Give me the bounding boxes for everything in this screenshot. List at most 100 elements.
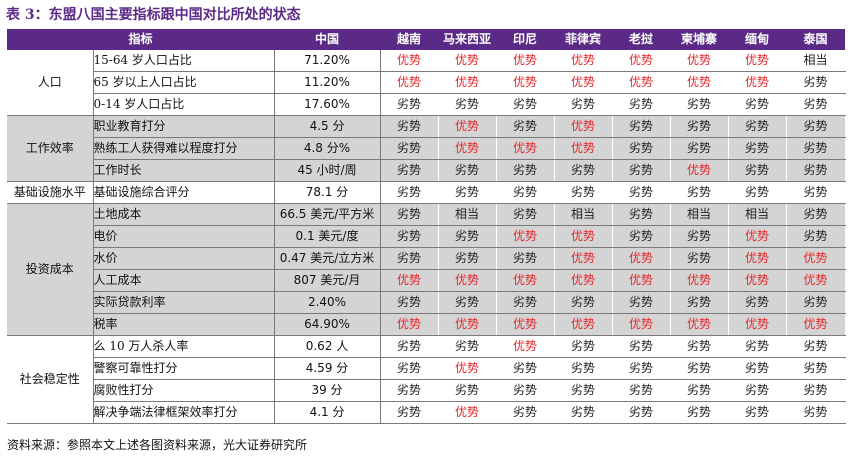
status-cell: 劣势 xyxy=(670,115,729,138)
indicator-cell: 职业教育打分 xyxy=(93,115,275,138)
indicator-cell: 腐败性打分 xyxy=(93,379,275,402)
status-cell: 劣势 xyxy=(496,291,555,314)
table-row: 工作时长 45 小时/周 劣势 劣势 劣势 劣势 劣势 优势 劣势 劣势 xyxy=(7,159,846,182)
status-cell: 劣势 xyxy=(670,225,729,248)
status-cell: 相当 xyxy=(728,203,787,226)
status-cell: 劣势 xyxy=(786,71,846,94)
header-country: 越南 xyxy=(380,29,439,50)
status-cell: 劣势 xyxy=(496,379,555,402)
status-cell: 劣势 xyxy=(380,115,439,138)
status-cell: 劣势 xyxy=(786,203,846,226)
status-cell: 劣势 xyxy=(728,159,787,182)
status-cell: 优势 xyxy=(554,225,613,248)
status-cell: 劣势 xyxy=(786,137,846,160)
china-value-cell: 4.5 分 xyxy=(273,115,381,138)
table-body: 人口 15-64 岁人口占比 71.20% 优势 优势 优势 优势 优势 优势 优势 相当 65 岁以… xyxy=(7,50,846,424)
status-cell: 劣势 xyxy=(496,93,555,116)
china-value-cell: 4.8 分% xyxy=(273,137,381,160)
status-cell: 优势 xyxy=(554,50,613,72)
indicator-cell: 0-14 岁人口占比 xyxy=(93,93,275,116)
status-cell: 劣势 xyxy=(612,93,671,116)
status-cell: 劣势 xyxy=(728,137,787,160)
status-cell: 劣势 xyxy=(786,335,846,358)
status-cell: 优势 xyxy=(438,50,497,72)
status-cell: 优势 xyxy=(612,247,671,270)
status-cell: 优势 xyxy=(728,313,787,336)
header-country: 泰国 xyxy=(786,29,846,50)
status-cell: 优势 xyxy=(438,115,497,138)
china-value-cell: 0.47 美元/立方米 xyxy=(273,247,381,270)
indicator-cell: 税率 xyxy=(93,313,275,336)
status-cell: 优势 xyxy=(438,401,497,424)
source-note: 资料来源：参照本文上述各图资料来源，光大证券研究所 xyxy=(7,438,308,452)
status-cell: 劣势 xyxy=(438,335,497,358)
status-cell: 优势 xyxy=(496,313,555,336)
status-cell: 优势 xyxy=(728,247,787,270)
status-cell: 劣势 xyxy=(438,225,497,248)
table-row: 基础设施水平 基础设施综合评分 78.1 分劣势 劣势 劣势 劣势 劣势 劣势 劣势 劣势 xyxy=(7,181,846,204)
status-cell: 劣势 xyxy=(670,379,729,402)
status-cell: 优势 xyxy=(554,115,613,138)
china-value-cell: 0.62 人 xyxy=(273,335,381,358)
china-value-cell: 807 美元/月 xyxy=(273,269,381,292)
indicator-cell: 15-64 岁人口占比 xyxy=(93,50,275,72)
status-cell: 优势 xyxy=(380,71,439,94)
status-cell: 劣势 xyxy=(670,291,729,314)
status-cell: 劣势 xyxy=(380,335,439,358)
status-cell: 相当 xyxy=(786,50,846,72)
status-cell: 劣势 xyxy=(438,181,497,204)
status-cell: 劣势 xyxy=(438,247,497,270)
status-cell: 劣势 xyxy=(786,291,846,314)
status-cell: 劣势 xyxy=(496,159,555,182)
category-cell: 人口 xyxy=(7,50,94,116)
status-cell: 劣势 xyxy=(380,181,439,204)
status-cell: 劣势 xyxy=(670,137,729,160)
status-cell: 劣势 xyxy=(670,181,729,204)
status-cell: 劣势 xyxy=(728,115,787,138)
status-cell: 劣势 xyxy=(786,379,846,402)
status-cell: 优势 xyxy=(728,71,787,94)
status-cell: 优势 xyxy=(728,269,787,292)
status-cell: 优势 xyxy=(612,50,671,72)
indicator-cell: 警察可靠性打分 xyxy=(93,357,275,380)
header-country: 老挝 xyxy=(612,29,671,50)
status-cell: 劣势 xyxy=(728,401,787,424)
status-cell: 劣势 xyxy=(438,93,497,116)
status-cell: 劣势 xyxy=(612,379,671,402)
status-cell: 优势 xyxy=(380,313,439,336)
status-cell: 劣势 xyxy=(728,181,787,204)
header-indicator: 指标 xyxy=(7,29,275,50)
status-cell: 劣势 xyxy=(380,137,439,160)
status-cell: 劣势 xyxy=(438,291,497,314)
status-cell: 优势 xyxy=(670,269,729,292)
table-row: 社会稳定性么 10 万人杀人率 0.62 人劣势 劣势 优势 劣势 劣势 劣势 劣势 劣势 xyxy=(7,335,846,424)
status-cell: 优势 xyxy=(554,269,613,292)
header-country: 印尼 xyxy=(496,29,555,50)
status-cell: 劣势 xyxy=(554,181,613,204)
category-cell: 工作效率 xyxy=(7,115,94,182)
status-cell: 劣势 xyxy=(380,401,439,424)
china-value-cell: 0.1 美元/度 xyxy=(273,225,381,248)
status-cell: 劣势 xyxy=(496,203,555,226)
indicator-cell: 熟练工人获得难以程度打分 xyxy=(93,137,275,160)
china-value-cell: 66.5 美元/平方米 xyxy=(273,203,381,226)
status-cell: 劣势 xyxy=(728,357,787,380)
indicator-cell: 工作时长 xyxy=(93,159,275,182)
status-cell: 优势 xyxy=(438,137,497,160)
status-cell: 劣势 xyxy=(380,291,439,314)
status-cell: 劣势 xyxy=(554,357,613,380)
status-cell: 劣势 xyxy=(728,93,787,116)
comparison-table: 指标 中国 越南 马来西亚 印尼 菲律宾 老挝 柬埔寨 缅甸 泰国 人口 15-6… xyxy=(7,29,846,424)
status-cell: 优势 xyxy=(670,313,729,336)
status-cell: 劣势 xyxy=(786,401,846,424)
status-cell: 劣势 xyxy=(380,357,439,380)
category-cell: 社会稳定性 xyxy=(7,335,94,424)
status-cell: 优势 xyxy=(496,71,555,94)
status-cell: 劣势 xyxy=(612,115,671,138)
status-cell: 劣势 xyxy=(380,159,439,182)
status-cell: 优势 xyxy=(728,50,787,72)
indicator-cell: 解决争端法律框架效率打分 xyxy=(93,401,275,424)
status-cell: 劣势 xyxy=(438,379,497,402)
status-cell: 优势 xyxy=(380,50,439,72)
status-cell: 优势 xyxy=(670,71,729,94)
